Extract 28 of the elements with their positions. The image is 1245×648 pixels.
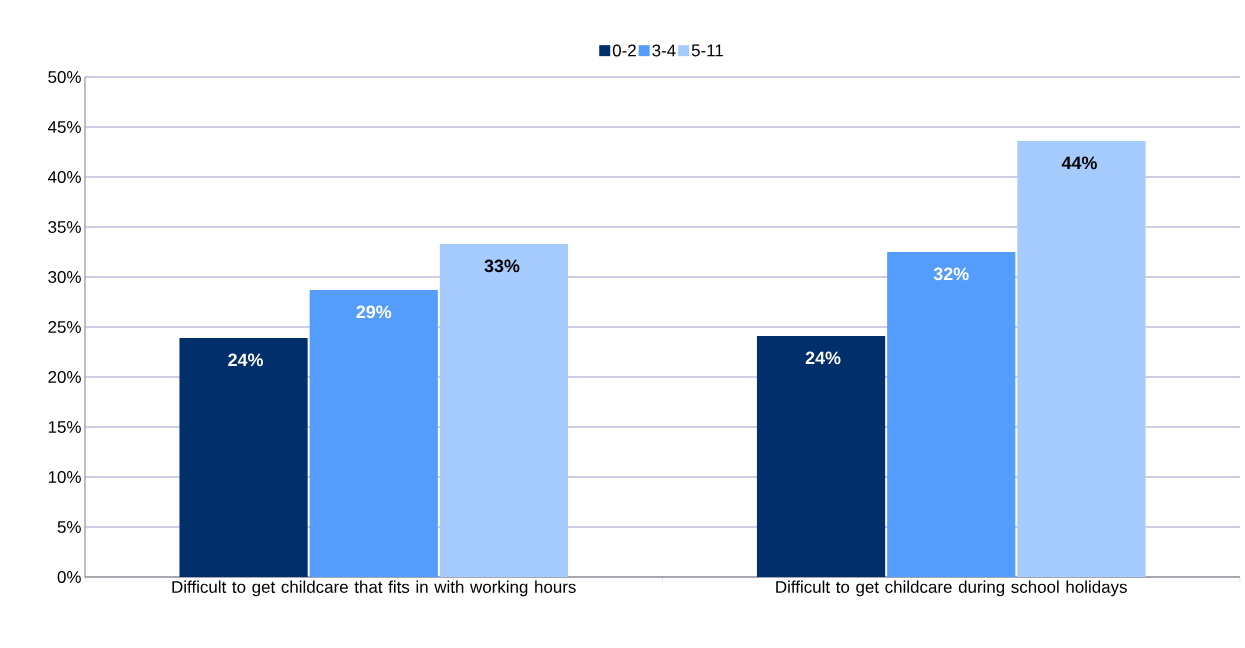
data-label: 29% [356, 305, 392, 319]
legend-label: 3-4 [652, 44, 676, 57]
y-tick-label: 50% [48, 71, 81, 83]
y-tick-label: 35% [48, 221, 81, 233]
y-tick-label: 5% [57, 521, 81, 533]
data-label: 32% [933, 267, 969, 281]
x-tick-label: Difficult to get childcare that fits in with working hours [172, 580, 576, 597]
data-label: 24% [228, 353, 264, 367]
bar [439, 244, 569, 577]
y-tick-label: 40% [47, 171, 81, 183]
y-tick-label: 25% [48, 321, 81, 333]
legend-label: 0-2 [612, 44, 636, 57]
y-tick-label: 15% [48, 421, 81, 433]
legend-label: 5-11 [691, 44, 723, 57]
y-tick-label: 10% [48, 471, 81, 483]
bar [309, 290, 438, 577]
data-label: 24% [805, 351, 841, 365]
bar [756, 336, 886, 577]
bar [887, 252, 1016, 577]
data-label: 44% [1061, 156, 1097, 170]
y-tick-label: 20% [48, 371, 81, 383]
bar [1017, 141, 1146, 577]
data-label: 33% [484, 259, 520, 273]
bar [179, 338, 308, 577]
y-tick-label: 30% [48, 271, 81, 283]
y-tick-label: 0% [57, 571, 81, 583]
x-tick-label: Difficult to get childcare during school holidays [776, 580, 1127, 597]
y-tick-label: 45% [47, 121, 81, 133]
